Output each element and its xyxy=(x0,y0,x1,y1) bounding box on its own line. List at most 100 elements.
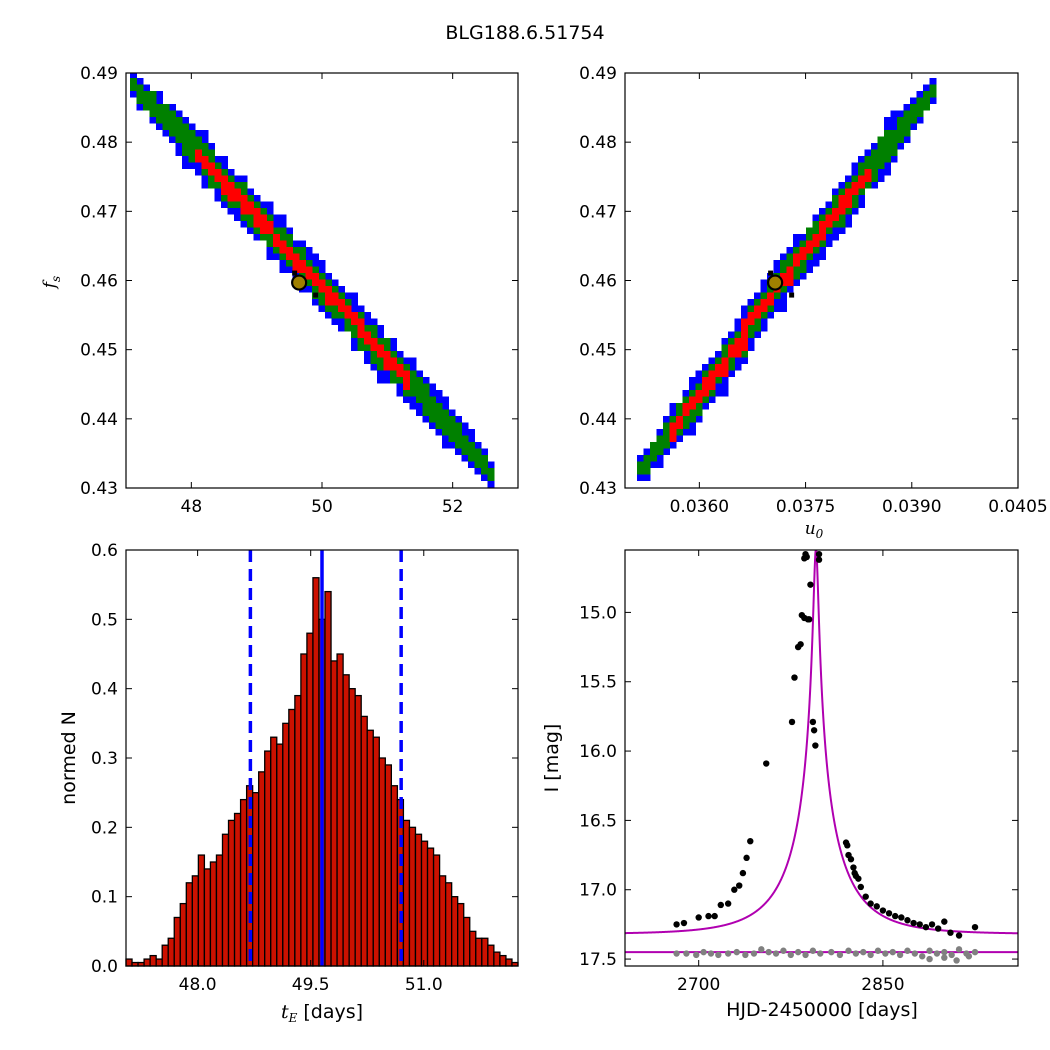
red-region-cell xyxy=(702,377,709,397)
histogram-bar xyxy=(493,951,501,967)
green-region-cell xyxy=(650,442,657,462)
histogram-bar xyxy=(179,902,187,967)
residual-point xyxy=(700,948,707,956)
histogram-bar xyxy=(209,861,218,967)
red-region-cell xyxy=(292,253,300,273)
contour-cells xyxy=(637,78,937,481)
residual-point xyxy=(707,950,715,957)
data-point xyxy=(910,919,917,927)
x-tick-label: 0.0375 xyxy=(776,497,835,517)
histogram-bar xyxy=(360,715,368,967)
red-region-cell xyxy=(325,286,332,306)
red-region-cell xyxy=(279,240,287,254)
histogram-bar xyxy=(481,937,489,967)
red-region-cell xyxy=(858,175,865,189)
histogram-bar xyxy=(342,674,350,967)
data-point xyxy=(971,923,979,931)
green-region-cell xyxy=(442,409,449,436)
histogram-bar xyxy=(276,743,284,967)
red-region-cell xyxy=(760,299,768,312)
histogram-bar xyxy=(191,875,200,967)
y-tick-label: 0.2 xyxy=(91,818,118,838)
y-axis-label: I [mag] xyxy=(541,724,563,793)
residual-point xyxy=(867,951,874,959)
histogram-bar xyxy=(300,653,308,967)
red-region-cell xyxy=(396,364,404,377)
red-region-cell xyxy=(273,234,280,247)
histogram-bar xyxy=(197,854,206,967)
residual-point xyxy=(758,946,765,953)
histogram-bar xyxy=(505,958,513,967)
red-region-cell xyxy=(812,234,820,247)
histogram-bar xyxy=(420,840,429,967)
residual-point xyxy=(787,951,794,959)
green-region-cell xyxy=(136,84,144,104)
residual-point xyxy=(750,950,758,957)
red-region-cell xyxy=(689,396,696,410)
green-region-cell xyxy=(448,416,456,442)
residual-point xyxy=(693,951,700,959)
histogram-bar xyxy=(475,937,483,967)
histogram-bar xyxy=(426,847,435,967)
green-region-cell xyxy=(890,130,898,156)
data-point xyxy=(922,923,930,931)
data-point xyxy=(731,886,738,893)
green-region-cell xyxy=(929,84,937,98)
red-region-cell xyxy=(825,214,833,228)
y-tick-label: 0.48 xyxy=(579,133,617,153)
red-region-cell xyxy=(318,279,326,293)
data-point xyxy=(812,742,819,749)
x-axis-label: tE [days] xyxy=(281,1001,363,1025)
red-region-cell xyxy=(747,312,755,325)
histogram-bar xyxy=(408,826,417,967)
y-tick-label: 16.5 xyxy=(579,811,617,831)
green-region-cell xyxy=(474,448,482,468)
residual-point xyxy=(926,947,933,954)
red-region-cell xyxy=(708,370,716,390)
x-tick-label: 0.0360 xyxy=(670,497,729,517)
histogram-bar xyxy=(270,736,278,967)
red-region-cell xyxy=(832,208,839,221)
y-tick-label: 0.43 xyxy=(579,479,617,499)
histogram-bar xyxy=(444,882,453,967)
histogram-bar xyxy=(239,798,248,967)
histogram-bar xyxy=(378,757,386,967)
data-point xyxy=(807,581,814,588)
red-region-cell xyxy=(240,195,248,215)
data-point xyxy=(810,727,818,734)
red-region-cell xyxy=(793,253,800,267)
histogram-bar xyxy=(167,937,175,967)
x-tick-label: 52 xyxy=(442,497,464,517)
red-region-cell xyxy=(799,247,807,260)
red-region-cell xyxy=(351,312,358,325)
data-point xyxy=(916,921,923,928)
best-fit-marker xyxy=(767,274,784,291)
green-region-cell xyxy=(435,403,443,429)
residual-point xyxy=(941,954,948,961)
red-region-cell xyxy=(227,182,235,202)
residual-point xyxy=(809,947,817,954)
histogram-bar xyxy=(330,660,338,967)
x-axis-label-subscript: E xyxy=(288,1011,298,1025)
histogram-bar xyxy=(227,819,236,967)
histogram-bar xyxy=(282,722,290,967)
y-tick-label: 0.46 xyxy=(80,272,118,292)
histogram-bar xyxy=(215,854,224,967)
axes-frame xyxy=(624,549,1019,967)
red-region-cell xyxy=(364,331,371,345)
axes-frame xyxy=(624,72,1019,489)
red-region-cell xyxy=(299,260,306,273)
histogram-bar xyxy=(390,785,399,967)
histogram-bar xyxy=(143,958,151,967)
residual-point xyxy=(860,948,867,956)
data-point xyxy=(705,912,712,920)
data-point xyxy=(855,875,862,882)
data-point xyxy=(955,932,963,939)
red-region-cell xyxy=(377,344,384,358)
histogram-bar xyxy=(221,833,230,967)
y-tick-label: 0.3 xyxy=(91,749,118,769)
red-region-cell xyxy=(338,299,345,312)
red-region-cell xyxy=(247,201,254,215)
red-region-cell xyxy=(221,175,228,195)
data-point xyxy=(847,856,855,863)
